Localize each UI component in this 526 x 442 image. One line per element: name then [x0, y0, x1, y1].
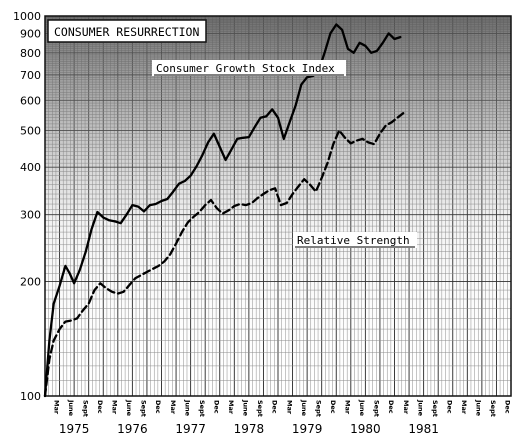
x-tick-label: Dec	[387, 400, 395, 414]
x-tick-label: Sept	[373, 400, 381, 417]
series-lines	[43, 23, 405, 398]
x-tick-label: Dec	[504, 400, 512, 414]
x-tick-label: Mar	[285, 400, 293, 415]
y-tick-label: 1000	[13, 10, 41, 23]
y-axis: 100 200 300 400 500 600 700 800 900 1000	[13, 10, 41, 403]
year-label: 1980	[350, 422, 381, 436]
y-tick-label: 400	[20, 161, 41, 174]
year-label: 1981	[408, 422, 439, 436]
y-tick-label: 200	[20, 276, 41, 289]
year-label: 1977	[175, 422, 206, 436]
x-tick-label: Dec	[329, 400, 337, 414]
x-tick-label: Mar	[111, 400, 119, 415]
plot-shading	[45, 16, 511, 396]
x-tick-label: Sept	[431, 400, 439, 417]
series-label-bg-rs	[293, 232, 417, 248]
year-label: 1978	[234, 422, 265, 436]
x-tick-label: June	[67, 399, 75, 417]
y-tick-label: 500	[20, 124, 41, 137]
series-line-relative-strength	[43, 112, 405, 398]
x-tick-label: June	[358, 399, 366, 417]
x-tick-label: Dec	[96, 400, 104, 414]
x-tick-label: Mar	[169, 400, 177, 415]
title-box	[47, 19, 207, 43]
x-tick-label: Sept	[489, 400, 497, 417]
year-label: 1975	[59, 422, 90, 436]
series-label-relative-strength: Relative Strength	[297, 234, 410, 247]
series-label-bg-index	[152, 60, 346, 76]
x-tick-label: Mar	[402, 400, 410, 415]
x-tick-label: June	[242, 399, 250, 417]
year-axis: 1975 1976 1977 1978 1979 1980 1981	[59, 422, 439, 436]
x-tick-label: Dec	[154, 400, 162, 414]
plot-frame	[44, 15, 512, 397]
y-tick-label: 900	[20, 27, 41, 40]
x-axis: Mar June Sept Dec Mar June Sept Dec Mar June Sept D…	[52, 399, 511, 417]
x-tick-label: Sept	[81, 400, 89, 417]
year-label: 1979	[292, 422, 323, 436]
x-tick-label: June	[183, 399, 191, 417]
x-tick-label: June	[125, 399, 133, 417]
x-tick-label: June	[416, 399, 424, 417]
year-label: 1976	[117, 422, 148, 436]
x-tick-label: Dec	[445, 400, 453, 414]
x-tick-label: June	[475, 399, 483, 417]
x-tick-label: June	[300, 399, 308, 417]
y-tick-label: 100	[20, 390, 41, 403]
x-tick-label: Mar	[227, 400, 235, 415]
x-tick-label: Sept	[140, 400, 148, 417]
series-line-consumer-growth-stock-index	[43, 23, 402, 398]
y-tick-label: 600	[20, 94, 41, 107]
x-tick-label: Mar	[460, 400, 468, 415]
chart-title: CONSUMER RESURRECTION	[54, 25, 199, 39]
x-tick-label: Sept	[256, 400, 264, 417]
x-tick-label: Mar	[344, 400, 352, 415]
series-label-index: Consumer Growth Stock Index	[156, 62, 335, 75]
x-tick-label: Dec	[271, 400, 279, 414]
x-tick-label: Dec	[212, 400, 220, 414]
y-tick-label: 300	[20, 209, 41, 222]
x-tick-label: Sept	[198, 400, 206, 417]
x-tick-label: Mar	[52, 400, 60, 415]
y-tick-label: 700	[20, 69, 41, 82]
y-tick-label: 800	[20, 47, 41, 60]
x-tick-label: Sept	[314, 400, 322, 417]
